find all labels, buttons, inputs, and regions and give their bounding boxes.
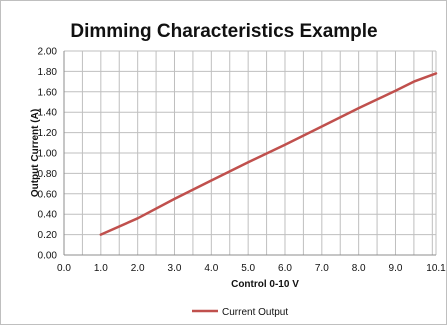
y-tick-label-3: 0.60 — [38, 189, 58, 200]
x-tick-label-7: 7.0 — [315, 263, 329, 274]
y-tick-label-8: 1.60 — [38, 87, 58, 98]
y-tick-label-2: 0.40 — [38, 210, 58, 221]
axis-layer: 0.00 0.20 0.40 0.60 0.80 1.00 1.20 1.40 1.60 1.80… — [38, 47, 447, 275]
x-tick-label-8: 8.0 — [352, 263, 366, 274]
y-tick-label-1: 0.20 — [38, 230, 58, 241]
series-line-0 — [99, 72, 438, 236]
x-tick-label-1: 1.0 — [94, 263, 108, 274]
x-tick-label-2: 2.0 — [131, 263, 145, 274]
y-tick-label-0: 0.00 — [38, 251, 58, 262]
x-tick-label-6: 6.0 — [278, 263, 292, 274]
chart-title: Dimming Characteristics Example — [70, 21, 377, 42]
series-layer — [99, 72, 438, 236]
y-tick-label-10: 2.00 — [38, 47, 58, 58]
x-tick-label-10: 10.1 — [426, 263, 446, 274]
y-tick-label-9: 1.80 — [38, 67, 58, 78]
x-axis-title: Control 0-10 V — [231, 279, 299, 290]
x-tick-label-0: 0.0 — [57, 263, 71, 274]
legend: Current Output — [192, 307, 288, 318]
x-tick-label-9: 9.0 — [389, 263, 403, 274]
y-tick-label-7: 1.40 — [38, 108, 58, 119]
x-tick-label-3: 3.0 — [168, 263, 182, 274]
x-tick-label-4: 4.0 — [204, 263, 218, 274]
y-tick-label-5: 1.00 — [38, 149, 58, 160]
grid-layer — [64, 50, 437, 256]
y-tick-label-4: 0.80 — [38, 169, 58, 180]
y-axis-title: Output Current (A) — [30, 109, 41, 197]
y-tick-label-6: 1.20 — [38, 128, 58, 139]
legend-label: Current Output — [222, 307, 288, 318]
x-tick-label-5: 5.0 — [241, 263, 255, 274]
